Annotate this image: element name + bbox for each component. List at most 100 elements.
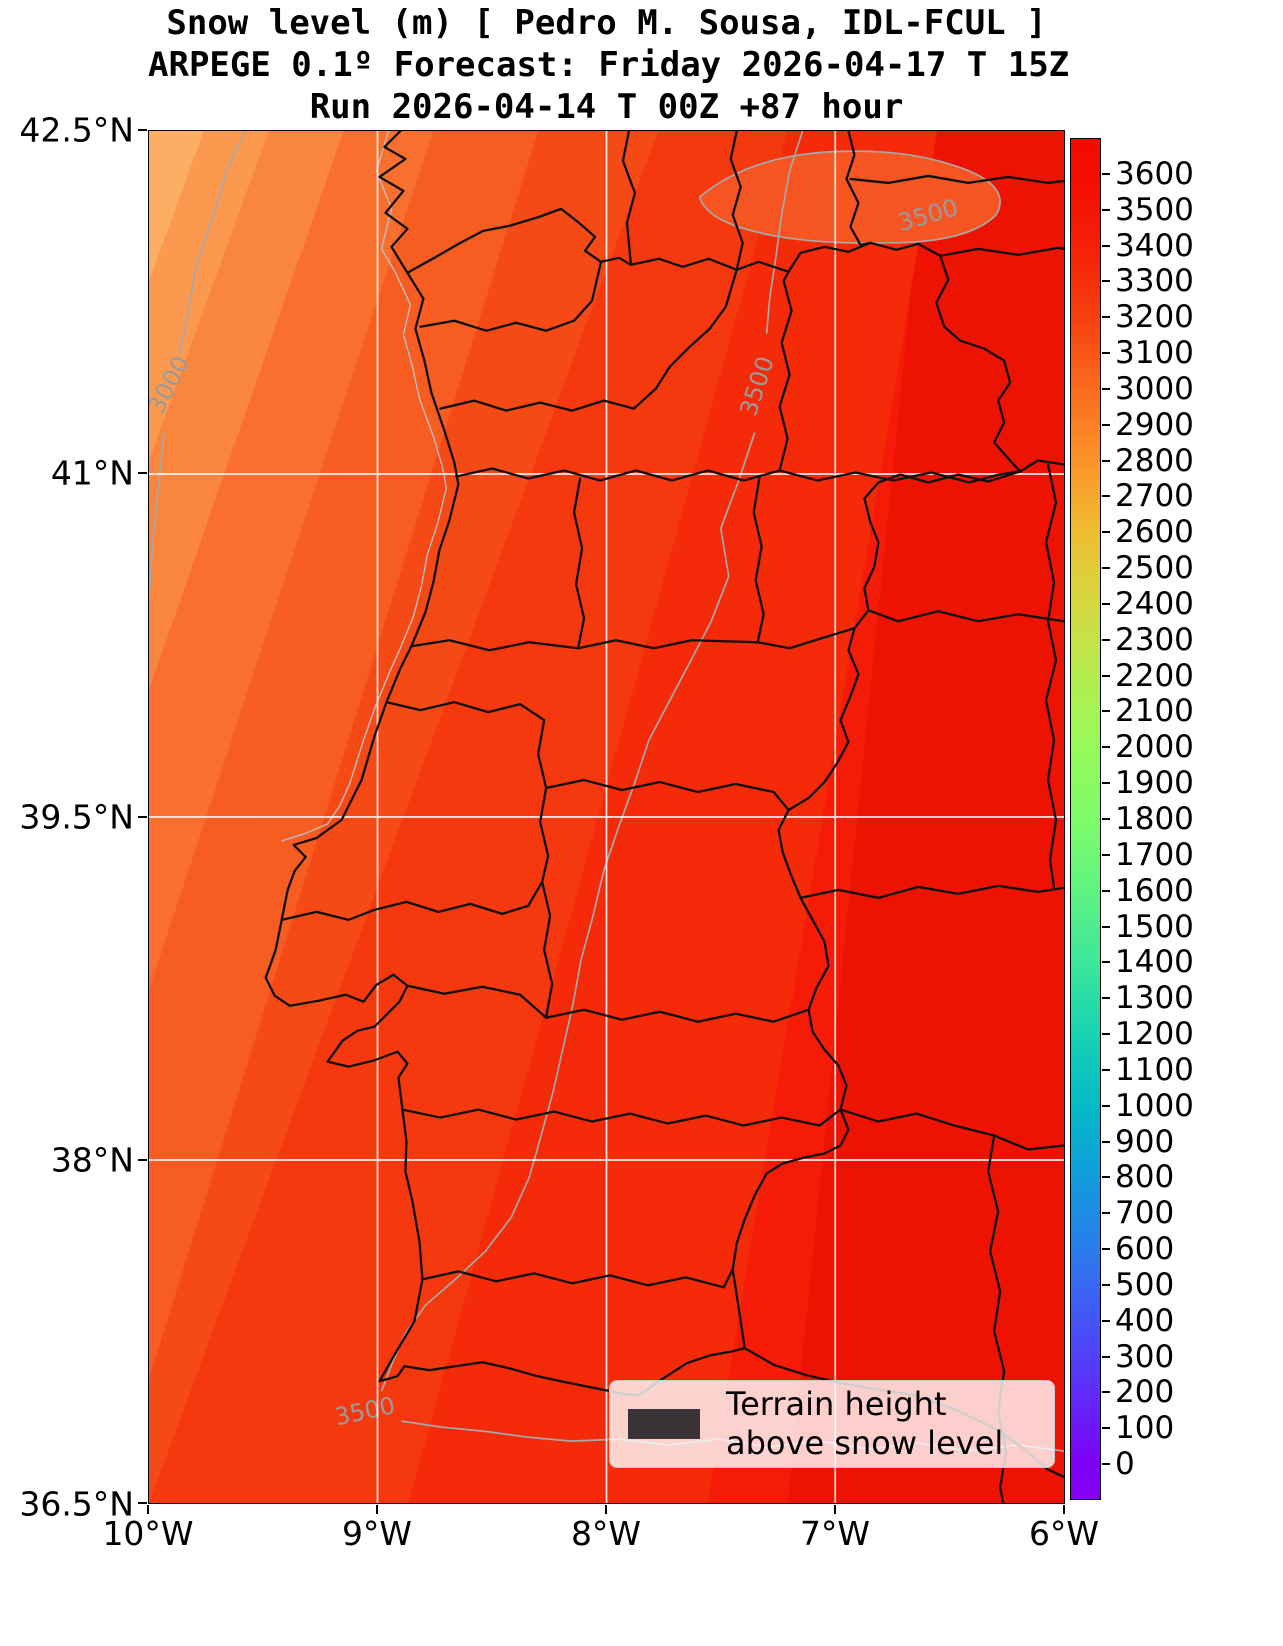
colorbar-tickmark <box>1102 495 1110 498</box>
colorbar-tick-label: 1300 <box>1115 980 1194 1017</box>
coastal-gray-line <box>281 131 448 842</box>
colorbar-tick-label: 3000 <box>1115 370 1194 407</box>
colorbar-tickmark <box>1102 853 1110 856</box>
colorbar-tick-label: 300 <box>1115 1338 1175 1375</box>
district-boundary <box>421 1268 734 1289</box>
province-boundary <box>799 884 1064 900</box>
district-boundary <box>280 880 544 921</box>
title-line-3: Run 2026-04-14 T 00Z +87 hour <box>309 87 904 127</box>
snow-level-map: 3000 3500 3500 3500 <box>149 131 1064 1503</box>
colorbar-tickmark <box>1102 387 1110 390</box>
y-axis-tick <box>138 129 147 131</box>
colorbar-tick-label: 1700 <box>1115 836 1194 873</box>
x-axis-label-9w: 9°W <box>341 1514 413 1553</box>
colorbar-tick-label: 1100 <box>1115 1051 1194 1088</box>
colorbar-tickmark <box>1102 1104 1110 1107</box>
colorbar-tickmark <box>1102 1068 1110 1071</box>
colorbar-tickmark <box>1102 746 1110 749</box>
legend-line-1: Terrain height <box>726 1385 947 1423</box>
contour-loop-3500 <box>698 150 1001 244</box>
x-axis-tick <box>605 1505 607 1514</box>
colorbar-tickmark <box>1102 961 1110 964</box>
colorbar-tickmark <box>1102 316 1110 319</box>
district-boundary <box>439 268 738 412</box>
x-axis-tick <box>376 1505 378 1514</box>
colorbar-tick-label: 3100 <box>1115 335 1194 372</box>
colorbar-gradient <box>1070 138 1101 1500</box>
colorbar-tickmark <box>1102 1283 1110 1286</box>
colorbar-tickmark <box>1102 1391 1110 1394</box>
district-boundary <box>540 880 554 1019</box>
district-boundary <box>572 477 586 650</box>
colorbar-tick-label: 2800 <box>1115 442 1194 479</box>
colorbar-tickmark <box>1102 782 1110 785</box>
colorbar-tickmark <box>1102 1176 1110 1179</box>
colorbar-tick-label: 2000 <box>1115 729 1194 766</box>
province-boundary <box>867 609 1064 623</box>
colorbar-tick-label: 2200 <box>1115 657 1194 694</box>
district-boundary <box>385 701 550 884</box>
x-axis-label-7w: 7°W <box>799 1514 871 1553</box>
colorbar-tickmark <box>1102 1319 1110 1322</box>
y-axis-tick <box>138 1159 147 1161</box>
province-boundary <box>939 246 1064 257</box>
province-boundary <box>839 1108 1064 1151</box>
colorbar-tickmark <box>1102 208 1110 211</box>
colorbar-tick-label: 200 <box>1115 1374 1175 1411</box>
spain-portugal-border-path <box>406 207 1022 1350</box>
colorbar-tickmark <box>1102 1355 1110 1358</box>
legend-line-2: above snow level <box>726 1424 1004 1462</box>
colorbar-tick-label: 700 <box>1115 1195 1175 1232</box>
colorbar-tickmark <box>1102 280 1110 283</box>
colorbar-tickmark <box>1102 172 1110 175</box>
colorbar: 3600 3500 3400 3300 3200 3100 3000 2900 2800 2700… <box>1070 138 1283 1500</box>
colorbar-tickmark <box>1102 352 1110 355</box>
x-axis-label-8w: 8°W <box>570 1514 642 1553</box>
colorbar-tick-label: 400 <box>1115 1302 1175 1339</box>
colorbar-tick-label: 1200 <box>1115 1016 1194 1053</box>
colorbar-tick-label: 2300 <box>1115 621 1194 658</box>
colorbar-tick-label: 3200 <box>1115 299 1194 336</box>
colorbar-tick-label: 500 <box>1115 1266 1175 1303</box>
x-axis-tick <box>1063 1505 1065 1514</box>
district-boundary <box>406 984 810 1023</box>
colorbar-tick-label: 0 <box>1115 1446 1135 1483</box>
colorbar-tick-label: 1400 <box>1115 944 1194 981</box>
graticule <box>149 131 1064 1503</box>
colorbar-tick-label: 1500 <box>1115 908 1194 945</box>
province-boundary <box>1044 463 1058 623</box>
colorbar-tickmark <box>1102 674 1110 677</box>
colorbar-tickmark <box>1102 1248 1110 1251</box>
legend: Terrain height above snow level <box>609 1380 1055 1468</box>
colorbar-tick-label: 2100 <box>1115 693 1194 730</box>
province-boundary <box>845 131 872 246</box>
province-boundary <box>1018 459 1064 473</box>
colorbar-tickmark <box>1102 638 1110 641</box>
contour-3000-path <box>149 131 246 599</box>
x-axis-label-10w: 10°W <box>102 1514 194 1553</box>
colorbar-tickmark <box>1102 531 1110 534</box>
province-boundary <box>849 174 1064 185</box>
legend-text: Terrain height above snow level <box>726 1385 1003 1463</box>
colorbar-tick-label: 1600 <box>1115 872 1194 909</box>
colorbar-tick-label: 2600 <box>1115 514 1194 551</box>
district-boundary <box>752 475 765 644</box>
x-axis-tick <box>147 1505 149 1514</box>
x-axis-label-6w: 6°W <box>1028 1514 1100 1553</box>
colorbar-tickmark <box>1102 710 1110 713</box>
district-boundary <box>455 467 1022 484</box>
colorbar-tickmark <box>1102 1140 1110 1143</box>
province-boundary <box>1044 620 1058 890</box>
province-boundary <box>621 131 637 266</box>
y-axis-label-36-5n: 36.5°N <box>19 1484 134 1524</box>
colorbar-tick-label: 1900 <box>1115 765 1194 802</box>
y-axis-label-41n: 41°N <box>50 453 134 493</box>
colorbar-tickmark <box>1102 602 1110 605</box>
colorbar-tick-label: 2500 <box>1115 550 1194 587</box>
title-line-1: Snow level (m) [ Pedro M. Sousa, IDL-FCU… <box>166 3 1047 43</box>
colorbar-tickmark <box>1102 818 1110 820</box>
colorbar-tick-label: 3600 <box>1115 155 1194 192</box>
colorbar-tick-label: 2400 <box>1115 585 1194 622</box>
colorbar-tick-label: 600 <box>1115 1231 1175 1268</box>
colorbar-tickmark <box>1102 1427 1110 1430</box>
